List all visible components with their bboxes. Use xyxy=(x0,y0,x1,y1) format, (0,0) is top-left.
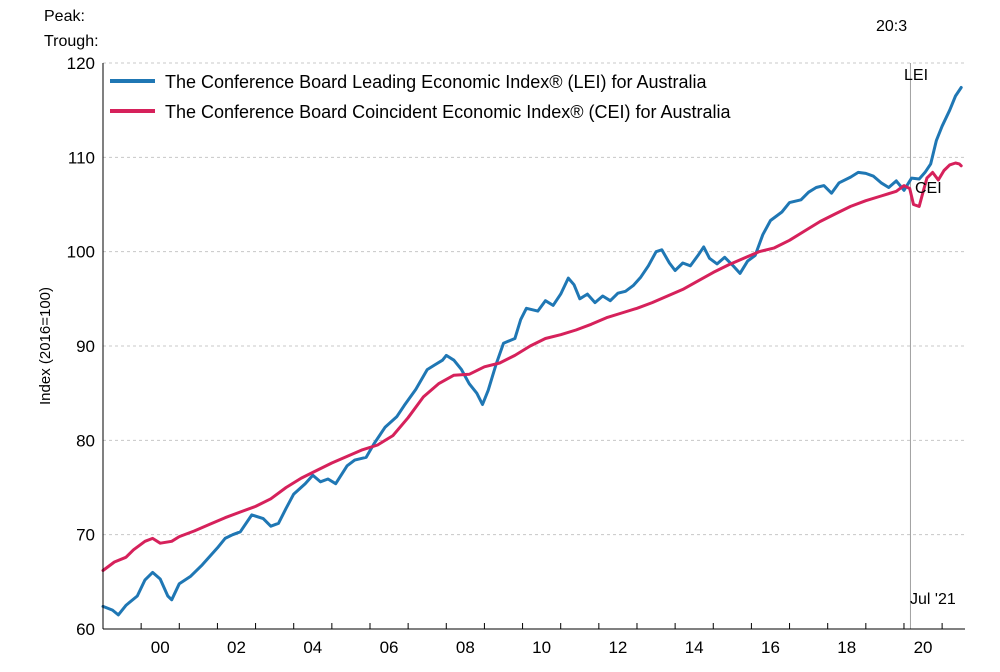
x-tick-label: 04 xyxy=(303,638,322,657)
peak-date-label: 20:3 xyxy=(876,18,908,35)
chart-labels: LEI CEI Jul '21 xyxy=(904,67,956,608)
legend-label: The Conference Board Leading Economic In… xyxy=(165,72,708,92)
end-date-label: Jul '21 xyxy=(910,591,956,608)
y-tick-label: 80 xyxy=(76,431,95,450)
cei-end-label: CEI xyxy=(915,180,942,197)
x-tick-label: 16 xyxy=(761,638,780,657)
lei-end-label: LEI xyxy=(904,67,928,84)
y-tick-label: 120 xyxy=(67,54,95,73)
axes: 60 70 80 90 100 110 120 00 02 04 06 08 10 12 14 16 18 20 I… xyxy=(37,54,965,657)
x-tick-label: 08 xyxy=(456,638,475,657)
x-tick-label: 18 xyxy=(837,638,856,657)
grid-lines xyxy=(103,62,965,536)
y-tick-label: 60 xyxy=(76,620,95,639)
y-tick-label: 70 xyxy=(76,526,95,545)
x-tick-label: 10 xyxy=(532,638,551,657)
trough-label: Trough: xyxy=(44,33,99,50)
y-tick-label: 90 xyxy=(76,337,95,356)
x-tick-label: 00 xyxy=(151,638,170,657)
series-lines xyxy=(101,86,963,617)
lei-series-line xyxy=(101,86,963,617)
y-axis-label: Index (2016=100) xyxy=(37,287,54,405)
cei-series-line xyxy=(101,161,963,572)
x-tick-label: 20 xyxy=(914,638,933,657)
x-tick-label: 06 xyxy=(380,638,399,657)
legend-label: The Conference Board Coincident Economic… xyxy=(165,102,732,122)
x-tick-label: 02 xyxy=(227,638,246,657)
legend: The Conference Board Leading Economic In… xyxy=(110,72,732,122)
y-tick-label: 110 xyxy=(68,148,95,167)
x-tick-label: 14 xyxy=(685,638,704,657)
y-tick-label: 100 xyxy=(67,243,95,262)
x-tick-label: 12 xyxy=(608,638,627,657)
peak-label: Peak: xyxy=(44,8,85,25)
